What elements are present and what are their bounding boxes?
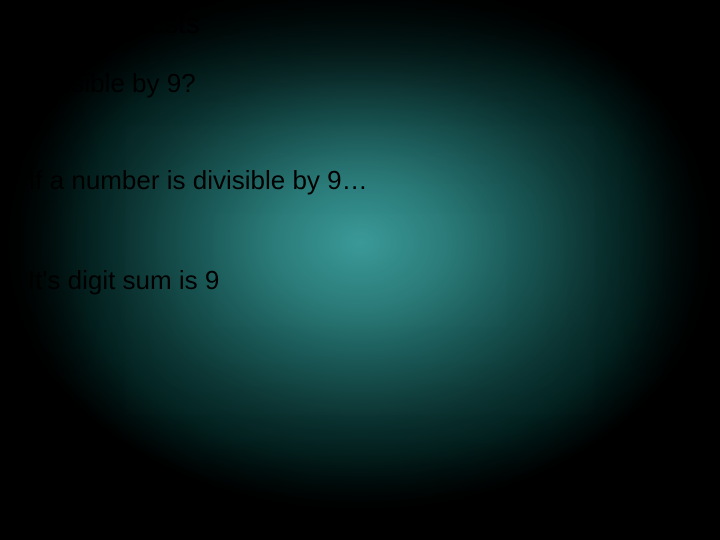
slide-subtitle: Divisible by 9? xyxy=(28,68,196,99)
slide-container: Divisibility tests Divisible by 9? If a … xyxy=(0,0,720,540)
slide-body-line-1: If a number is divisible by 9… xyxy=(28,165,368,196)
slide-body-line-2: It's digit sum is 9 xyxy=(28,265,219,296)
slide-title: Divisibility tests xyxy=(10,8,200,40)
